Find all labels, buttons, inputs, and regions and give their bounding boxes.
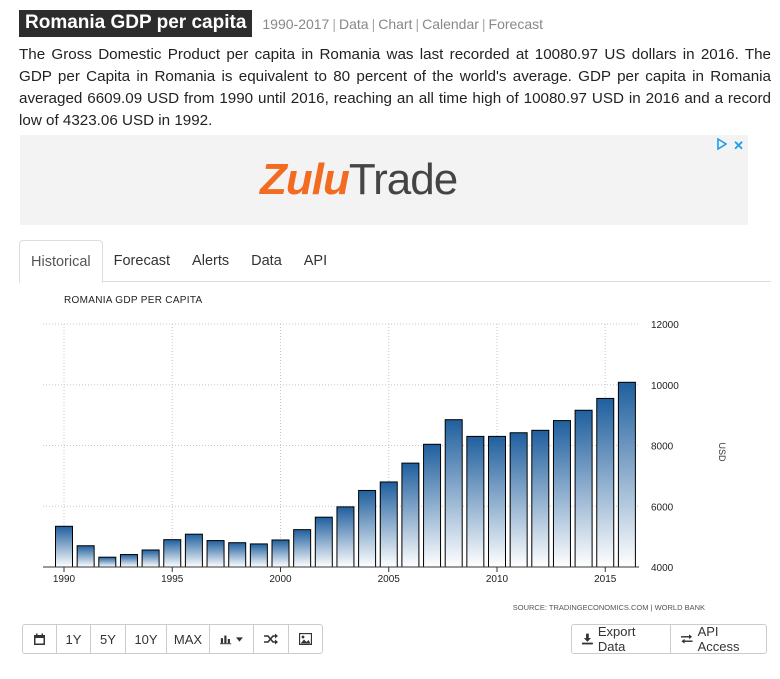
link-data[interactable]: Data [338, 15, 369, 32]
bar-1998[interactable] [228, 542, 247, 568]
tab-historical[interactable]: Historical [19, 240, 103, 283]
image-icon [299, 633, 312, 645]
advertisement-banner[interactable]: ZuluTrade ✕ [20, 135, 748, 225]
y-tick-label: 10000 [651, 381, 679, 392]
bar-2011[interactable] [509, 432, 528, 568]
link-range[interactable]: 1990-2017 [262, 15, 330, 32]
link-calendar[interactable]: Calendar [422, 15, 479, 32]
chart-type-button[interactable] [209, 624, 254, 654]
tab-forecast[interactable]: Forecast [113, 253, 171, 269]
bar-1992[interactable] [98, 556, 117, 568]
y-tick-label: 12000 [651, 320, 679, 331]
link-separator: | [371, 15, 376, 32]
download-icon [582, 633, 593, 645]
header-links: 1990-2017 | Data | Chart | Calendar | Forecast [262, 16, 543, 32]
bar-2014[interactable] [574, 409, 593, 568]
export-data-button[interactable]: Export Data [571, 624, 671, 654]
tab-data[interactable]: Data [251, 253, 282, 269]
chart-tabs: Historical Forecast Alerts Data API [19, 240, 771, 283]
bar-2012[interactable] [531, 429, 550, 568]
calendar-button[interactable] [22, 624, 57, 654]
range-max-button[interactable]: MAX [166, 624, 210, 654]
chart-axes: 4000 6000 8000 10000 12000 1990 1995 2000 2005 20… [43, 320, 679, 585]
link-chart[interactable]: Chart [378, 15, 413, 32]
bar-chart-icon [220, 635, 232, 645]
y-tick-label: 8000 [651, 442, 674, 453]
calendar-icon [34, 633, 45, 645]
x-tick-label: 2010 [486, 574, 509, 585]
x-tick-label: 1990 [53, 574, 76, 585]
bar-1997[interactable] [206, 540, 225, 568]
bar-2009[interactable] [466, 435, 485, 568]
exchange-icon [681, 634, 693, 644]
chevron-down-icon [236, 636, 243, 642]
chart-panel: 4000 6000 8000 10000 12000 1990 1995 2000 2005 20… [19, 282, 771, 622]
bar-2000[interactable] [271, 539, 290, 568]
x-tick-label: 2000 [269, 574, 292, 585]
chart-title: ROMANIA GDP PER CAPITA [64, 295, 203, 306]
bar-1991[interactable] [76, 545, 95, 568]
link-separator: | [332, 15, 336, 32]
image-button[interactable] [288, 624, 323, 654]
export-toolbar: Export Data API Access [571, 624, 767, 654]
bar-2007[interactable] [423, 443, 442, 568]
x-tick-label: 1995 [161, 574, 184, 585]
bar-2004[interactable] [358, 489, 377, 568]
range-5y-button[interactable]: 5Y [90, 624, 126, 654]
bar-2002[interactable] [314, 516, 333, 568]
bar-2006[interactable] [401, 462, 420, 568]
tab-api[interactable]: API [303, 253, 328, 269]
description: The Gross Domestic Product per capita in… [19, 46, 771, 129]
chart-toolbar: 1Y 5Y 10Y MAX [22, 624, 323, 654]
chart-source: SOURCE: TRADINGECONOMICS.COM | WORLD BAN… [513, 603, 705, 612]
range-10y-button[interactable]: 10Y [125, 624, 167, 654]
bar-2001[interactable] [293, 529, 312, 568]
header: Romania GDP per capita 1990-2017 | Data | Ch… [19, 10, 543, 37]
chart-bars [55, 381, 636, 568]
gdp-bar-chart: 4000 6000 8000 10000 12000 1990 1995 2000 2005 20… [43, 295, 727, 612]
bar-1996[interactable] [184, 533, 203, 568]
link-separator: | [415, 15, 420, 32]
bar-2008[interactable] [444, 419, 463, 568]
api-access-button[interactable]: API Access [670, 624, 767, 654]
bar-1994[interactable] [141, 549, 160, 568]
api-access-label: API Access [697, 624, 740, 654]
range-1y-button[interactable]: 1Y [56, 624, 91, 654]
bar-1993[interactable] [119, 554, 138, 568]
ad-close-icon[interactable]: ✕ [733, 138, 744, 153]
x-tick-label: 2005 [378, 574, 401, 585]
bar-1990[interactable] [55, 525, 73, 568]
bar-2005[interactable] [379, 481, 398, 568]
bar-2013[interactable] [552, 420, 571, 568]
page-title: Romania GDP per capita [19, 10, 253, 37]
ad-controls: ✕ [717, 137, 744, 154]
bar-2016[interactable] [617, 381, 636, 568]
tab-alerts[interactable]: Alerts [192, 253, 230, 269]
y-tick-label: 4000 [651, 563, 674, 574]
zulutrade-logo[interactable]: ZuluTrade [260, 155, 458, 204]
y-tick-label: 6000 [651, 502, 674, 513]
bar-1995[interactable] [163, 539, 182, 568]
y-axis-label: USD [717, 442, 727, 462]
bar-2015[interactable] [596, 397, 615, 568]
x-tick-label: 2015 [594, 574, 617, 585]
link-separator: | [481, 15, 486, 32]
shuffle-icon [264, 633, 278, 645]
bar-2010[interactable] [488, 435, 506, 568]
link-forecast[interactable]: Forecast [488, 15, 544, 32]
adchoices-icon[interactable] [717, 137, 728, 154]
compare-button[interactable] [253, 624, 289, 654]
bar-2003[interactable] [336, 506, 355, 568]
export-data-label: Export Data [597, 624, 636, 654]
bar-1999[interactable] [249, 543, 268, 568]
